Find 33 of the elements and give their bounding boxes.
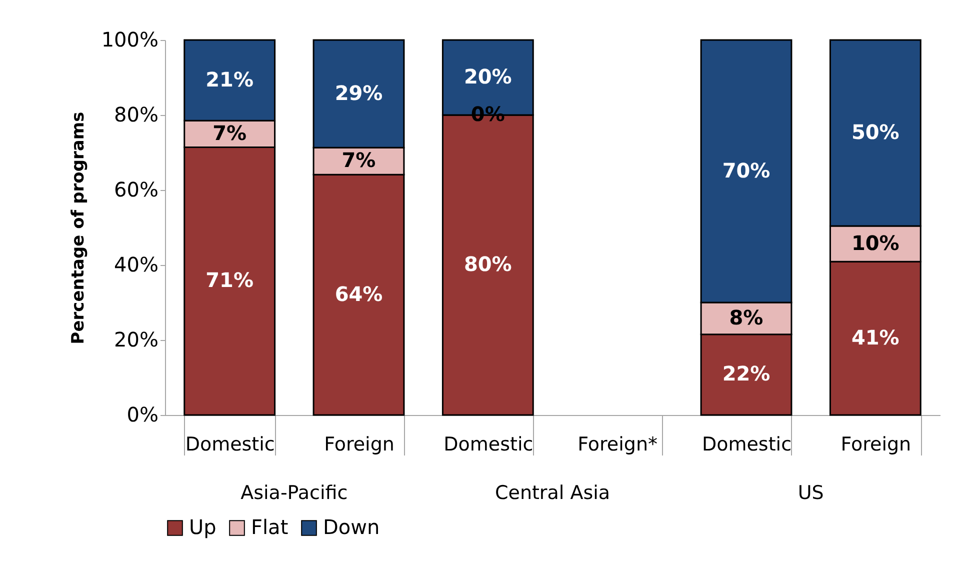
y-axis-title: Percentage of programs — [68, 112, 88, 344]
x-tick-label: Domestic — [444, 434, 534, 456]
data-label: 71% — [206, 268, 254, 292]
legend-label: Flat — [251, 515, 288, 539]
y-tick-label: 80% — [114, 102, 158, 126]
data-label: 80% — [464, 252, 512, 276]
data-label: 22% — [722, 362, 770, 386]
x-tick-label: Domestic — [702, 434, 792, 456]
x-tick-label: Domestic — [185, 434, 275, 456]
y-tick-label: 100% — [101, 28, 158, 52]
legend-label: Down — [323, 515, 380, 539]
y-tick-label: 20% — [114, 328, 158, 352]
x-tick-label: Foreign — [324, 434, 394, 456]
data-label: 50% — [851, 120, 900, 144]
data-label: 20% — [464, 64, 512, 88]
legend-label: Up — [189, 515, 216, 539]
y-tick-label: 60% — [114, 178, 158, 202]
text: Central Asia — [494, 482, 610, 504]
x-tick-label: Foreign* — [578, 434, 658, 456]
x-tick-label: Foreign — [840, 434, 912, 456]
text: US — [798, 482, 824, 504]
data-label: 41% — [851, 325, 900, 350]
text: Asia-Pacific — [240, 482, 348, 504]
data-label: 29% — [334, 80, 383, 105]
data-label: 7% — [212, 120, 247, 145]
data-label: 70% — [722, 158, 770, 182]
data-label: 21% — [206, 67, 254, 92]
data-label: 64% — [334, 282, 383, 306]
data-label: 10% — [851, 230, 900, 255]
y-tick-label: 0% — [126, 402, 158, 426]
y-tick-label: 40% — [114, 252, 158, 276]
data-label: 7% — [342, 148, 376, 172]
data-label: 8% — [729, 305, 764, 330]
